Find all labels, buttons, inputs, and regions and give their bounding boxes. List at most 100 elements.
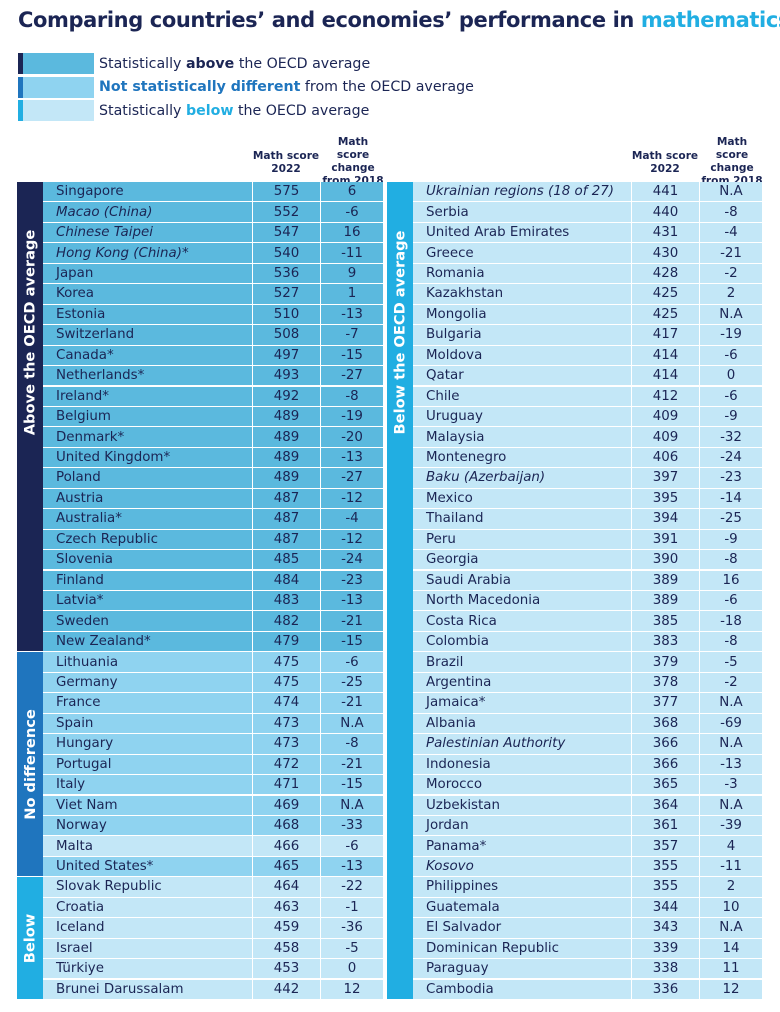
table-row: Panama* 357 4 xyxy=(413,836,762,856)
score-change: -5 xyxy=(320,938,383,959)
score-change: -11 xyxy=(320,243,383,263)
country-name: Costa Rica xyxy=(426,613,497,629)
math-score: 508 xyxy=(252,325,320,345)
legend-label: Not statistically different from the OEC… xyxy=(99,79,474,95)
math-score: 366 xyxy=(631,754,699,774)
math-score: 385 xyxy=(631,611,699,631)
legend-swatch xyxy=(23,100,94,121)
country-name: Romania xyxy=(426,265,485,281)
score-change: -33 xyxy=(320,815,383,836)
country-name: Japan xyxy=(56,265,94,281)
country-name: Ukrainian regions (18 of 27) xyxy=(426,184,614,200)
country-name: Malta xyxy=(56,838,93,854)
country-name: Singapore xyxy=(56,184,124,200)
header-score-change-left: Math score change from 2018 xyxy=(322,136,384,187)
country-name: Kazakhstan xyxy=(426,286,504,302)
country-name: Jordan xyxy=(426,818,469,834)
legend-label-emphasis: Not statistically different xyxy=(99,79,301,95)
table-row: United States* 465 -13 xyxy=(43,856,383,877)
table-row: Serbia 440 -8 xyxy=(413,202,762,222)
table-row: Slovak Republic 464 -22 xyxy=(43,877,383,897)
country-name: El Salvador xyxy=(426,920,502,936)
score-change: -19 xyxy=(699,325,762,345)
table-row: Indonesia 366 -13 xyxy=(413,754,762,774)
math-score: 383 xyxy=(631,631,699,652)
score-change: -13 xyxy=(320,856,383,877)
score-change: -13 xyxy=(320,304,383,325)
score-change: -25 xyxy=(699,509,762,529)
score-change: 2 xyxy=(699,877,762,897)
score-change: N.A xyxy=(699,734,762,754)
score-change: -8 xyxy=(699,631,762,652)
table-row: Chinese Taipei 547 16 xyxy=(43,222,383,243)
score-change: -9 xyxy=(699,406,762,427)
math-score: 336 xyxy=(631,979,699,999)
math-score: 489 xyxy=(252,447,320,468)
score-change: -24 xyxy=(320,550,383,570)
math-score: 338 xyxy=(631,959,699,979)
country-name: Mexico xyxy=(426,490,473,506)
score-change: -8 xyxy=(699,202,762,222)
math-score: 540 xyxy=(252,243,320,263)
score-change: 6 xyxy=(320,182,383,202)
score-change: -4 xyxy=(320,509,383,529)
math-score: 536 xyxy=(252,263,320,284)
table-row: Ukrainian regions (18 of 27) 441 N.A xyxy=(413,182,762,202)
score-change: -1 xyxy=(320,897,383,918)
country-name: Slovak Republic xyxy=(56,879,162,895)
legend-tick xyxy=(18,76,23,98)
score-change: -22 xyxy=(320,877,383,897)
math-score: 389 xyxy=(631,591,699,611)
table-row: Palestinian Authority 366 N.A xyxy=(413,734,762,754)
score-change: -21 xyxy=(699,243,762,263)
score-change: N.A xyxy=(699,918,762,938)
math-score: 466 xyxy=(252,836,320,856)
table-row: Uruguay 409 -9 xyxy=(413,406,762,427)
score-change: 2 xyxy=(699,284,762,304)
math-score: 414 xyxy=(631,366,699,386)
score-change: -27 xyxy=(320,366,383,386)
table-row: Estonia 510 -13 xyxy=(43,304,383,325)
table-row: Jordan 361 -39 xyxy=(413,815,762,836)
math-score: 397 xyxy=(631,468,699,488)
math-score: 489 xyxy=(252,427,320,447)
math-score: 412 xyxy=(631,386,699,406)
math-score: 489 xyxy=(252,406,320,427)
country-name: Moldova xyxy=(426,347,483,363)
header-math-score-right: Math score 2022 xyxy=(631,150,699,175)
legend-tick xyxy=(18,100,23,121)
score-change: -23 xyxy=(699,468,762,488)
table-row: Qatar 414 0 xyxy=(413,366,762,386)
table-row: Hungary 473 -8 xyxy=(43,734,383,754)
score-change: -15 xyxy=(320,775,383,795)
math-score: 487 xyxy=(252,529,320,550)
table-row: Iceland 459 -36 xyxy=(43,918,383,938)
table-row: Croatia 463 -1 xyxy=(43,897,383,918)
country-name: Germany xyxy=(56,674,118,690)
country-name: Georgia xyxy=(426,552,479,568)
group-band-label: Below the OECD average xyxy=(391,230,409,434)
country-name: Estonia xyxy=(56,306,106,322)
table-row: Malta 466 -6 xyxy=(43,836,383,856)
math-score: 378 xyxy=(631,672,699,693)
table-row: Paraguay 338 11 xyxy=(413,959,762,979)
table-row: Argentina 378 -2 xyxy=(413,672,762,693)
table-row: Finland 484 -23 xyxy=(43,570,383,590)
score-change: -2 xyxy=(699,672,762,693)
country-name: Lithuania xyxy=(56,654,119,670)
country-name: Dominican Republic xyxy=(426,940,560,956)
math-score: 430 xyxy=(631,243,699,263)
math-score: 391 xyxy=(631,529,699,550)
math-score: 357 xyxy=(631,836,699,856)
math-score: 442 xyxy=(252,979,320,999)
table-row: Georgia 390 -8 xyxy=(413,550,762,570)
legend-item: Statistically below the OECD average xyxy=(18,100,369,121)
group-band: Below xyxy=(17,877,43,999)
math-score: 364 xyxy=(631,795,699,815)
math-score: 510 xyxy=(252,304,320,325)
table-row: Mexico 395 -14 xyxy=(413,488,762,509)
score-change: -18 xyxy=(699,611,762,631)
math-score: 389 xyxy=(631,570,699,590)
group-band-label-wrap: No difference xyxy=(17,652,43,876)
country-name: Belgium xyxy=(56,409,111,425)
